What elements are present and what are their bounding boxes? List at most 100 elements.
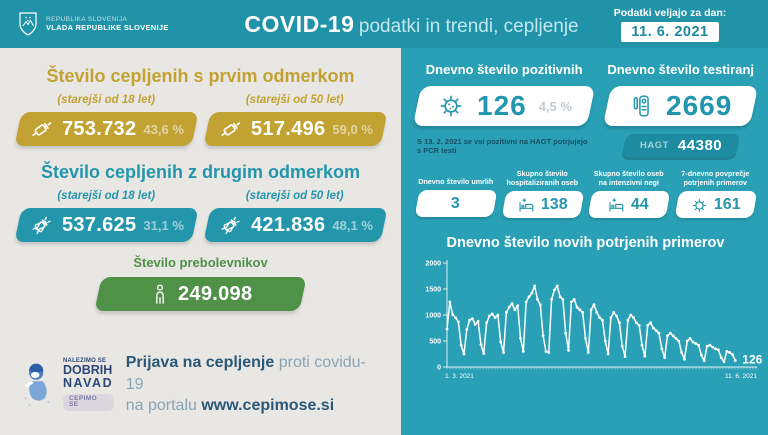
slovenia-coat-of-arms-icon xyxy=(19,12,37,36)
campaign-section: NALEZIMO SE DOBRIH NAVAD CEPIMO SE Prija… xyxy=(18,352,383,425)
positive-percent: 4,5 % xyxy=(538,98,572,114)
daily-cases-line-chart: 0 500 1000 1500 2000 1. 3. 2021 11. 6. 2021 126 xyxy=(425,260,763,380)
group-label: (starejši od 18 let) xyxy=(57,94,156,106)
campaign-logo-line1: NALEZIMO SE xyxy=(63,358,107,365)
positive-section: Dnevno število pozitivnih 126 4,5 % xyxy=(412,58,596,157)
positive-value: 126 xyxy=(476,90,527,121)
virus-icon xyxy=(440,95,462,117)
person-icon xyxy=(155,284,164,304)
vaccination-panel: Število cepljenih s prvim odmerkom (star… xyxy=(0,48,401,435)
gov-logo-text: REPUBLIKA SLOVENIJA VLADA REPUBLIKE SLOV… xyxy=(46,16,169,32)
page-title-bold: COVID-19 xyxy=(244,10,355,37)
svg-text:500: 500 xyxy=(429,339,441,346)
stat-deaths-value: 3 xyxy=(451,194,461,212)
stat-hospitalized-badge: 138 xyxy=(501,191,584,218)
second-dose-over18-badge: 537.625 31,1 % xyxy=(14,208,199,242)
svg-text:1. 3. 2021: 1. 3. 2021 xyxy=(445,373,474,380)
hagt-badge: HAGT 44380 xyxy=(621,134,741,157)
first-dose-title: Število cepljenih s prvim odmerkom xyxy=(46,66,355,86)
campaign-logo-line3: NAVAD xyxy=(63,376,114,391)
page-title-rest: podatki in trendi, cepljenje xyxy=(358,15,579,37)
pcr-note: S 13. 2. 2021 se vsi pozitivni na HAGT p… xyxy=(417,137,588,155)
positive-badge: 126 4,5 % xyxy=(412,86,596,126)
second-dose-over18-percent: 31,1 % xyxy=(143,217,184,233)
svg-text:11. 6. 2021: 11. 6. 2021 xyxy=(725,373,757,380)
stat-deaths: Dnevno število umrlih 3 xyxy=(414,169,497,218)
gov-logo-line2: VLADA REPUBLIKE SLOVENIJE xyxy=(46,23,169,32)
hagt-label: HAGT xyxy=(639,140,669,151)
campaign-logo: NALEZIMO SE DOBRIH NAVAD CEPIMO SE xyxy=(20,358,114,412)
stat-7day-average-value: 161 xyxy=(713,195,741,213)
first-dose-over50: (starejši od 50 let) 517.496 59,0 % xyxy=(202,94,387,146)
first-dose-over50-percent: 59,0 % xyxy=(331,121,373,137)
page-title: COVID-19 podatki in trendi, cepljenje xyxy=(233,11,590,38)
header: REPUBLIKA SLOVENIJA VLADA REPUBLIKE SLOV… xyxy=(0,0,768,48)
recovered-section: Število prebolevnikov 249.098 xyxy=(18,255,383,311)
campaign-logo-badge: CEPIMO SE xyxy=(63,393,114,412)
stat-icu-title: Skupno število oseb na intenzivni negi xyxy=(593,169,664,187)
tests-value: 2669 xyxy=(666,90,733,121)
stat-7day-average: 7-dnevno povprečje potrjenih primerov 16… xyxy=(674,169,757,218)
stat-7day-average-badge: 161 xyxy=(674,191,757,218)
chart-title: Dnevno število novih potrjenih primerov xyxy=(446,235,725,251)
small-stats-row: Dnevno število umrlih 3 Skupno število h… xyxy=(414,169,757,218)
campaign-logo-text: NALEZIMO SE DOBRIH NAVAD CEPIMO SE xyxy=(63,358,114,412)
syringe-icon xyxy=(220,122,240,137)
second-dose-over50-badge: 421.836 48,1 % xyxy=(202,208,387,242)
stat-deaths-badge: 3 xyxy=(414,190,497,217)
second-dose-groups: (starejši od 18 let) 537.625 31,1 % (sta… xyxy=(14,190,387,242)
second-dose-title: Število cepljenih z drugim odmerkom xyxy=(40,162,361,182)
svg-text:1000: 1000 xyxy=(425,313,441,320)
first-dose-over18-badge: 753.732 43,6 % xyxy=(14,112,199,146)
first-dose-groups: (starejši od 18 let) 753.732 43,6 % (sta… xyxy=(14,94,387,146)
gov-logo: REPUBLIKA SLOVENIJA VLADA REPUBLIKE SLOV… xyxy=(18,11,233,37)
first-dose-over18-percent: 43,6 % xyxy=(143,121,184,137)
date-label: Podatki veljajo za dan: xyxy=(613,6,727,19)
second-dose-over50-value: 421.836 xyxy=(250,213,325,236)
stat-7day-average-title: 7-dnevno povprečje potrjenih primerov xyxy=(681,169,750,187)
stat-hospitalized-value: 138 xyxy=(540,195,568,213)
recovered-value: 249.098 xyxy=(177,282,253,305)
daily-stats-panel: Dnevno število pozitivnih 126 4,5 % xyxy=(401,48,768,435)
group-label: (starejši od 18 let) xyxy=(57,190,156,202)
cta-signup-rest: proti covidu-19 xyxy=(125,354,366,393)
campaign-logo-line2: DOBRIH xyxy=(63,363,113,378)
second-dose-over50-percent: 48,1 % xyxy=(331,217,373,233)
svg-text:126: 126 xyxy=(742,352,762,366)
stat-icu: Skupno število oseb na intenzivni negi 4… xyxy=(587,169,670,218)
stat-hospitalized-title: Skupno število hospitaliziranih oseb xyxy=(506,169,579,187)
syringe-icon xyxy=(32,122,52,137)
double-syringe-icon xyxy=(32,216,51,235)
double-syringe-icon xyxy=(220,216,239,235)
cta-portal-rest: na portalu xyxy=(125,397,197,415)
svg-text:0: 0 xyxy=(437,365,441,372)
cepimose-link[interactable]: www.cepimose.si xyxy=(201,397,335,415)
stat-icu-value: 44 xyxy=(631,195,650,213)
first-dose-over18: (starejši od 18 let) 753.732 43,6 % xyxy=(14,94,199,146)
second-dose-over18-value: 537.625 xyxy=(61,213,137,236)
first-dose-over50-badge: 517.496 59,0 % xyxy=(202,112,387,146)
tests-title: Dnevno število testiranj xyxy=(607,62,754,77)
stat-hospitalized: Skupno število hospitaliziranih oseb 138 xyxy=(501,169,584,218)
recovered-title: Število prebolevnikov xyxy=(133,255,268,270)
first-dose-over18-value: 753.732 xyxy=(61,117,137,140)
positive-title: Dnevno število pozitivnih xyxy=(425,62,583,77)
first-dose-over50-value: 517.496 xyxy=(250,117,325,140)
campaign-cta: Prijava na cepljenje proti covidu-19 na … xyxy=(126,352,381,417)
second-dose-over18: (starejši od 18 let) 537.625 31,1 % xyxy=(14,190,199,242)
svg-text:2000: 2000 xyxy=(425,261,441,268)
recovered-badge: 249.098 xyxy=(94,277,307,311)
date-block: Podatki veljajo za dan: 11. 6. 2021 xyxy=(590,7,750,42)
stat-icu-badge: 44 xyxy=(587,191,670,218)
second-dose-over50: (starejši od 50 let) 421.836 48,1 % xyxy=(202,190,387,242)
tests-section: Dnevno število testiranj 2669 xyxy=(603,58,759,157)
gov-logo-line1: REPUBLIKA SLOVENIJA xyxy=(46,16,128,23)
rapid-test-icon xyxy=(634,95,650,117)
group-label: (starejši od 50 let) xyxy=(245,190,344,202)
date-value: 11. 6. 2021 xyxy=(621,21,719,42)
mascot-icon xyxy=(24,363,50,406)
icu-bed-icon xyxy=(609,197,624,211)
svg-text:1500: 1500 xyxy=(425,287,441,294)
virus-icon xyxy=(692,198,706,211)
